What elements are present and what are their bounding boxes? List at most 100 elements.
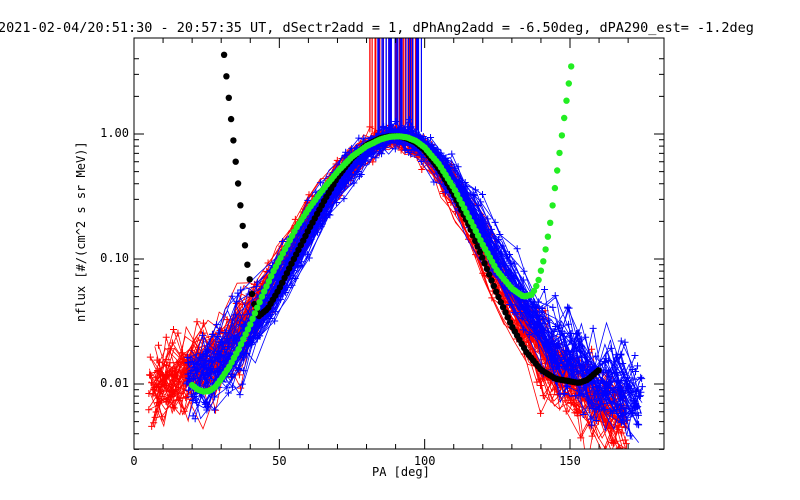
data-point-marker (355, 172, 363, 180)
data-point-marker (622, 445, 630, 449)
series-trace (153, 128, 627, 445)
data-point-marker (213, 321, 221, 329)
fit-point (279, 279, 286, 286)
data-point-marker (633, 420, 641, 428)
data-point-marker (183, 380, 191, 388)
fit-point (533, 282, 540, 290)
data-point-marker (519, 276, 527, 284)
chart-title: 2021-02-04/20:51:30 - 20:57:35 UT, dSect… (0, 20, 754, 36)
fit-point (563, 97, 570, 104)
data-point-marker (354, 168, 362, 176)
data-point-marker (549, 303, 557, 311)
data-point-marker (193, 318, 201, 326)
fit-point (561, 114, 568, 122)
fit-point (490, 282, 497, 290)
series-trace (153, 134, 619, 449)
data-point-marker (214, 354, 222, 362)
data-point-marker (592, 416, 600, 424)
data-point-marker (535, 304, 543, 312)
data-point-marker (602, 421, 610, 429)
data-point-marker (503, 253, 511, 261)
fit-point (497, 298, 504, 306)
data-point-marker (340, 195, 348, 203)
data-point-marker (587, 422, 595, 430)
data-point-marker (475, 216, 483, 224)
data-point-marker (589, 324, 597, 332)
data-point-marker (448, 150, 456, 158)
data-point-marker (294, 258, 302, 266)
data-point-marker (304, 196, 312, 204)
data-point-marker (617, 418, 625, 426)
fit-point (227, 115, 235, 123)
data-point-marker (614, 445, 622, 449)
fit-point (246, 276, 253, 283)
fit-point (568, 63, 575, 70)
data-point-marker (152, 374, 160, 382)
data-point-marker (361, 156, 369, 164)
fit-point (495, 293, 502, 301)
fit-point (235, 346, 242, 353)
fit-point (237, 202, 244, 209)
data-point-marker (240, 367, 248, 375)
data-point-marker (461, 191, 469, 199)
data-point-marker (430, 178, 438, 186)
tick-label: 1.00 (100, 126, 129, 140)
data-point-marker (567, 329, 575, 337)
data-point-marker (587, 415, 595, 423)
fit-point (504, 314, 511, 321)
data-point-marker (634, 362, 642, 370)
data-point-marker (510, 274, 518, 282)
data-point-marker (162, 333, 170, 341)
data-point-marker (621, 436, 629, 444)
data-point-marker (146, 353, 154, 361)
data-point-marker (631, 352, 639, 360)
data-point-marker (588, 345, 596, 353)
series-trace (186, 129, 633, 415)
data-point-marker (564, 304, 572, 312)
fit-point (486, 271, 493, 278)
fit-point (237, 341, 245, 348)
fit-point (249, 315, 256, 322)
fit-point (234, 180, 242, 187)
data-point-marker (218, 338, 226, 346)
data-point-marker (617, 387, 625, 395)
data-point-marker (623, 377, 631, 385)
fit-point (220, 51, 228, 58)
data-point-marker (551, 292, 559, 300)
data-point-marker (582, 333, 590, 341)
data-point-marker (296, 230, 304, 238)
data-point-marker (469, 191, 477, 199)
data-point-marker (169, 391, 177, 399)
data-point-marker (348, 144, 356, 152)
data-point-marker (232, 311, 240, 319)
data-point-marker (267, 311, 275, 319)
series-trace (193, 135, 636, 418)
series-trace (159, 133, 619, 426)
data-point-marker (405, 116, 413, 124)
data-point-marker (158, 370, 166, 378)
data-point-marker (426, 166, 434, 174)
data-point-marker (546, 348, 554, 356)
data-point-marker (613, 407, 621, 415)
data-point-marker (414, 147, 422, 155)
fit-point (256, 299, 263, 306)
series-trace (149, 138, 627, 444)
fit-point (268, 273, 275, 280)
series-trace (156, 129, 618, 439)
data-point-marker (513, 245, 521, 253)
data-point-marker (154, 341, 162, 349)
data-point-marker (601, 359, 609, 367)
data-point-marker (199, 331, 207, 339)
data-point-marker (148, 379, 156, 387)
data-point-marker (279, 237, 287, 245)
fit-point (481, 260, 488, 267)
data-point-marker (189, 412, 197, 420)
data-point-marker (504, 292, 512, 300)
fit-point (474, 243, 481, 250)
fit-point (556, 149, 563, 157)
data-point-marker (228, 292, 236, 300)
fit-point (240, 336, 247, 343)
fit-point (232, 158, 239, 165)
data-point-marker (442, 188, 450, 196)
data-point-marker (487, 225, 495, 233)
